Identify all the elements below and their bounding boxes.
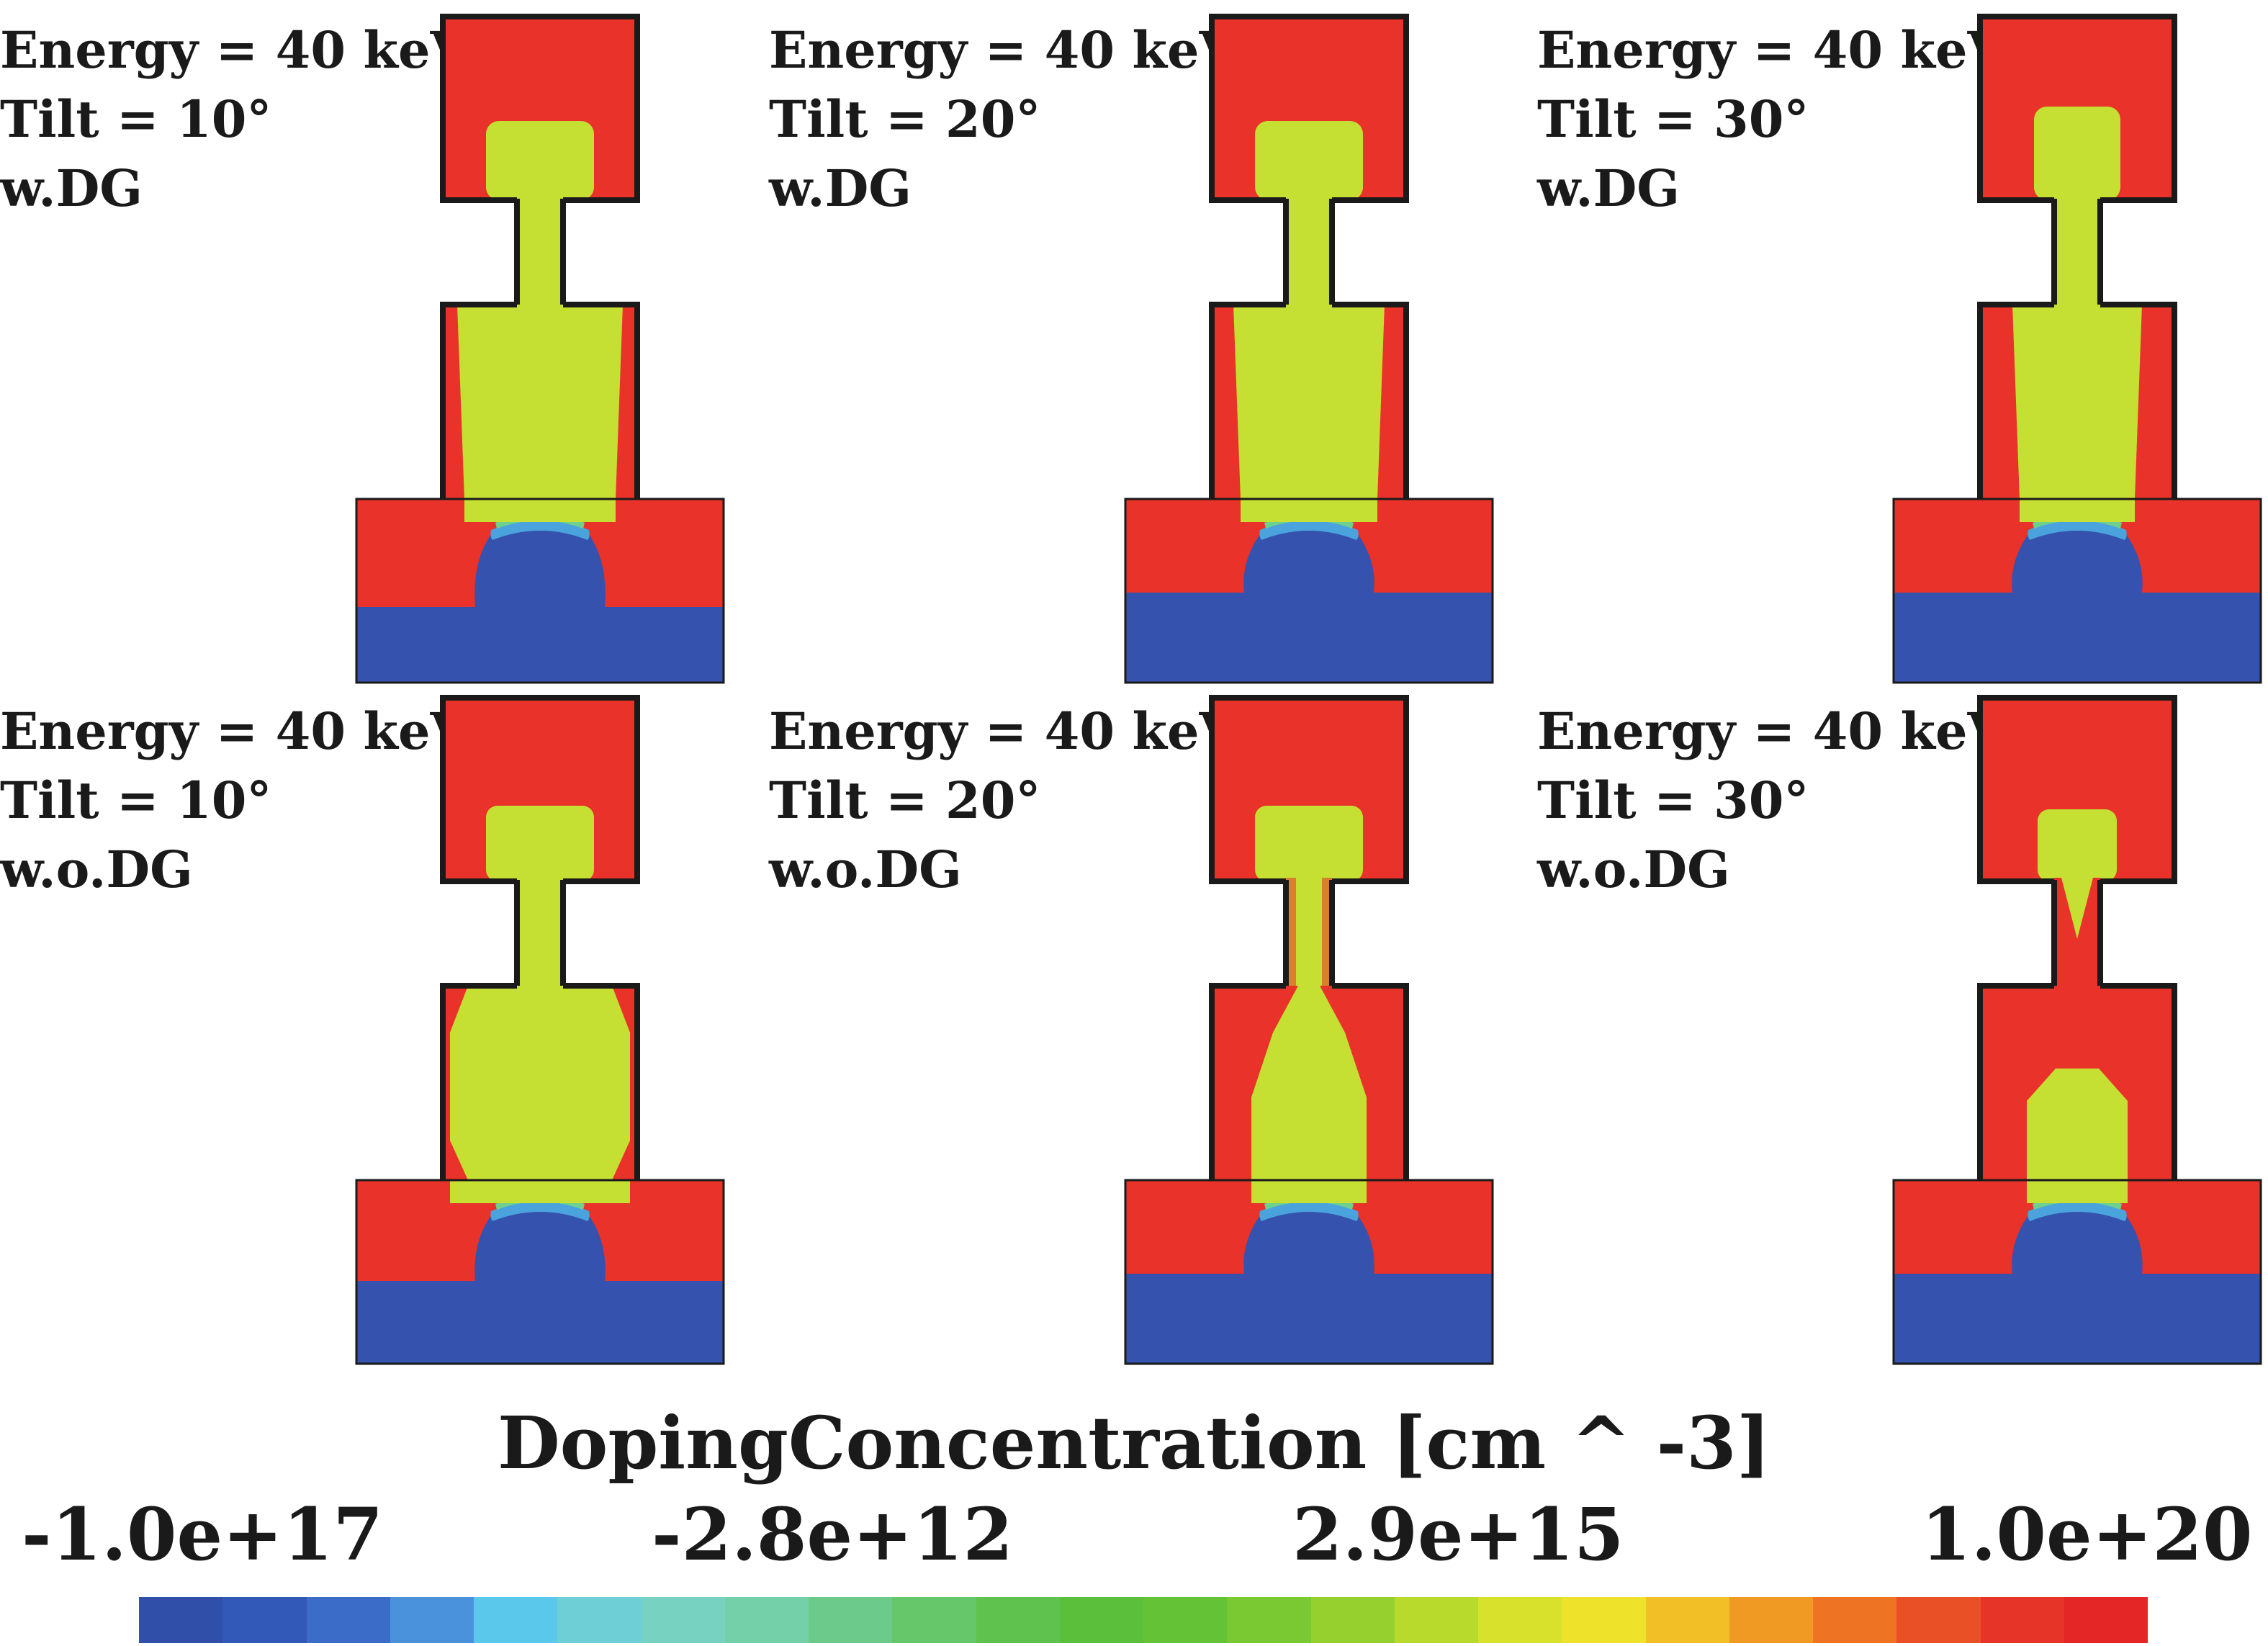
p-substrate	[356, 1281, 724, 1364]
neck	[517, 878, 563, 986]
drift-channel	[1233, 305, 1385, 499]
colorbar-segment	[2064, 1597, 2148, 1643]
junction-dome	[1243, 1202, 1374, 1274]
colorbar-segment	[1813, 1597, 1897, 1643]
panel-label-2: Energy = 40 keV Tilt = 20° w.DG	[769, 16, 1238, 223]
neck	[1286, 197, 1332, 305]
device-cross-section-3	[1890, 13, 2264, 690]
panel-label-6: Energy = 40 keV Tilt = 30° w.o.DG	[1537, 697, 2007, 904]
colorbar-tick-2: -2.8e+12	[652, 1492, 1014, 1577]
mode-label: w.DG	[0, 158, 143, 218]
mode-label: w.o.DG	[0, 840, 193, 899]
p-substrate	[1894, 593, 2261, 683]
junction-dome	[474, 521, 606, 607]
top-contact-core	[2038, 809, 2117, 881]
colorbar-tick-3: 2.9e+15	[1292, 1492, 1624, 1577]
tilt-label: Tilt = 10°	[0, 770, 272, 830]
colorbar-segment	[641, 1597, 725, 1643]
colorbar-segment	[306, 1597, 390, 1643]
drift-channel	[2012, 305, 2142, 499]
tilt-label: Tilt = 10°	[0, 89, 272, 149]
drift-channel	[2027, 1069, 2128, 1180]
colorbar-segment	[1143, 1597, 1228, 1643]
colorbar-segment	[1896, 1597, 1981, 1643]
top-contact-core	[486, 806, 594, 881]
colorbar-segment	[1729, 1597, 1813, 1643]
device-cross-section-6	[1890, 694, 2264, 1371]
colorbar-segment	[139, 1597, 223, 1643]
colorbar-segment	[809, 1597, 893, 1643]
colorbar-segment	[1227, 1597, 1311, 1643]
colorbar-segment	[557, 1597, 642, 1643]
panel-label-1: Energy = 40 keV Tilt = 10° w.DG	[0, 16, 469, 223]
tilt-label: Tilt = 30°	[1537, 770, 1809, 830]
junction-dome	[474, 1202, 606, 1281]
p-substrate	[1894, 1274, 2261, 1364]
colorbar-segment	[1310, 1597, 1395, 1643]
energy-label: Energy = 40 keV	[0, 701, 469, 761]
top-contact-core	[1255, 806, 1363, 881]
colorbar-segment	[892, 1597, 976, 1643]
panel-label-5: Energy = 40 keV Tilt = 20° w.o.DG	[769, 697, 1238, 904]
drift-channel	[1251, 986, 1367, 1180]
colorbar-segment	[1645, 1597, 1729, 1643]
mode-label: w.DG	[769, 158, 912, 218]
colorbar-segment	[222, 1597, 307, 1643]
junction-dome	[1243, 521, 1374, 593]
colorbar-tick-max: 1.0e+20	[1921, 1492, 2253, 1577]
device-cross-section-5	[1122, 694, 1496, 1371]
device-cross-section-4	[353, 694, 727, 1371]
p-substrate	[1125, 593, 1493, 683]
colorbar-segment	[1562, 1597, 1646, 1643]
neck	[2054, 197, 2100, 305]
device-cross-section-1	[353, 13, 727, 690]
energy-label: Energy = 40 keV	[769, 701, 1238, 761]
colorbar-segment	[474, 1597, 558, 1643]
colorbar-segment	[1059, 1597, 1143, 1643]
p-substrate	[356, 607, 724, 683]
energy-label: Energy = 40 keV	[0, 20, 469, 80]
drift-channel	[457, 305, 623, 499]
device-cross-section-2	[1122, 13, 1496, 690]
colorbar-gradient	[139, 1597, 2148, 1643]
junction-dome	[2012, 521, 2143, 593]
tilt-label: Tilt = 30°	[1537, 89, 1809, 149]
energy-label: Energy = 40 keV	[1537, 701, 2007, 761]
mode-label: w.o.DG	[1537, 840, 1730, 899]
colorbar-title: DopingConcentration [cm ^ -3]	[497, 1400, 1771, 1485]
colorbar-segment	[1980, 1597, 2064, 1643]
junction-dome	[2012, 1202, 2143, 1274]
colorbar-segment	[1394, 1597, 1478, 1643]
panel-label-4: Energy = 40 keV Tilt = 10° w.o.DG	[0, 697, 469, 904]
mode-label: w.o.DG	[769, 840, 962, 899]
colorbar-tick-min: -1.0e+17	[22, 1492, 384, 1577]
top-contact-core	[1255, 121, 1363, 200]
top-contact-core	[486, 121, 594, 200]
colorbar-segment	[976, 1597, 1060, 1643]
colorbar-segment	[1478, 1597, 1562, 1643]
panel-label-3: Energy = 40 keV Tilt = 30° w.DG	[1537, 16, 2007, 223]
mode-label: w.DG	[1537, 158, 1680, 218]
neck	[517, 197, 563, 305]
drift-channel	[450, 986, 630, 1180]
colorbar-segment	[390, 1597, 474, 1643]
top-contact-core	[2034, 107, 2120, 200]
colorbar-segment	[724, 1597, 809, 1643]
energy-label: Energy = 40 keV	[1537, 20, 2007, 80]
tilt-label: Tilt = 20°	[769, 770, 1041, 830]
energy-label: Energy = 40 keV	[769, 20, 1238, 80]
p-substrate	[1125, 1274, 1493, 1364]
tilt-label: Tilt = 20°	[769, 89, 1041, 149]
